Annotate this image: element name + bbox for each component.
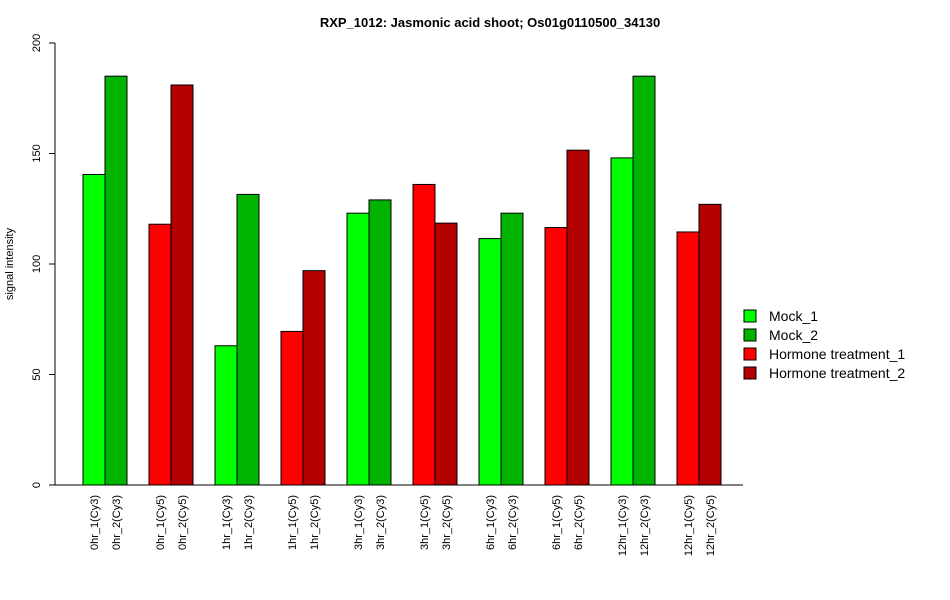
bar [698, 203, 722, 486]
bar [236, 193, 260, 486]
bars [82, 75, 722, 486]
bar [632, 75, 656, 486]
bar [346, 212, 370, 486]
bar [676, 231, 700, 486]
x-tick-label: 3hr_1(Cy5) [419, 495, 431, 550]
bar [104, 75, 128, 486]
x-tick-label: 12hr_1(Cy5) [683, 495, 695, 556]
x-tick-label: 1hr_2(Cy5) [309, 495, 321, 550]
bar [566, 149, 590, 486]
chart-title: RXP_1012: Jasmonic acid shoot; Os01g0110… [320, 15, 660, 30]
y-tick-label: 150 [31, 144, 43, 162]
legend-swatch [743, 347, 757, 361]
legend-swatch [743, 328, 757, 342]
x-tick-label: 1hr_1(Cy5) [287, 495, 299, 550]
x-tick-label: 6hr_1(Cy3) [485, 495, 497, 550]
bar [82, 173, 106, 486]
bar [214, 345, 238, 486]
x-tick-label: 12hr_1(Cy3) [617, 495, 629, 556]
bar [434, 222, 458, 486]
legend-label: Mock_2 [769, 327, 818, 343]
y-tick-label: 0 [31, 482, 43, 488]
x-tick-label: 1hr_2(Cy3) [243, 495, 255, 550]
legend-label: Hormone treatment_1 [769, 346, 905, 362]
x-tick-label: 6hr_2(Cy5) [573, 495, 585, 550]
x-tick-label: 12hr_2(Cy5) [705, 495, 717, 556]
category-labels: 0hr_1(Cy3) 0hr_2(Cy3) 0hr_1(Cy5) 0hr_2(Cy5)… [89, 495, 717, 556]
legend-swatch [743, 366, 757, 380]
x-tick-label: 0hr_1(Cy5) [155, 495, 167, 550]
y-axis: 0 50 100 150 200 [31, 34, 56, 488]
bar [302, 270, 326, 486]
bar [544, 227, 568, 486]
y-tick-label: 200 [31, 34, 43, 52]
x-tick-label: 6hr_2(Cy3) [507, 495, 519, 550]
bar [148, 223, 172, 486]
x-tick-label: 0hr_2(Cy3) [111, 495, 123, 550]
y-tick-label: 100 [31, 255, 43, 273]
bar [368, 199, 392, 486]
x-tick-label: 3hr_2(Cy3) [375, 495, 387, 550]
bar [610, 157, 634, 486]
bar [500, 212, 524, 486]
x-tick-label: 3hr_2(Cy5) [441, 495, 453, 550]
x-tick-label: 1hr_1(Cy3) [221, 495, 233, 550]
x-tick-label: 12hr_2(Cy3) [639, 495, 651, 556]
x-tick-label: 6hr_1(Cy5) [551, 495, 563, 550]
y-tick-label: 50 [31, 368, 43, 380]
bar [478, 238, 502, 486]
x-tick-label: 3hr_1(Cy3) [353, 495, 365, 550]
bar [412, 183, 436, 486]
legend-label: Hormone treatment_2 [769, 365, 905, 381]
y-axis-label: signal intensity [4, 227, 16, 300]
bar [280, 330, 304, 486]
x-tick-label: 0hr_1(Cy3) [89, 495, 101, 550]
legend-swatch [743, 309, 757, 323]
legend: Mock_1 Mock_2 Hormone treatment_1 Hormone t… [743, 308, 905, 381]
legend-label: Mock_1 [769, 308, 818, 324]
x-tick-label: 0hr_2(Cy5) [177, 495, 189, 550]
bar [170, 84, 194, 486]
